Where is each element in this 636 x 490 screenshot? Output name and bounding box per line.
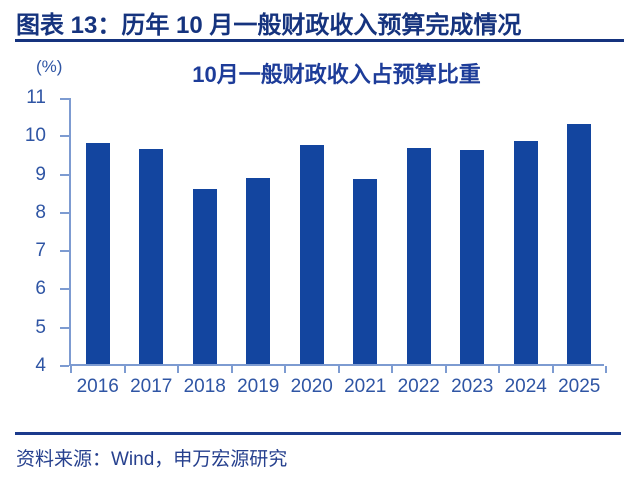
y-tick-8 <box>60 211 69 214</box>
figure-title: 图表 13：历年 10 月一般财政收入预算完成情况 <box>16 12 522 39</box>
y-tick-label-6: 6 <box>35 278 46 300</box>
y-tick-label-8: 8 <box>35 201 46 223</box>
bar-2025 <box>567 123 592 364</box>
y-tick-10 <box>60 135 69 138</box>
header-rule <box>15 39 624 42</box>
x-tick-8 <box>498 366 500 373</box>
x-axis-label-2020: 2020 <box>290 376 333 397</box>
x-axis-label-2016: 2016 <box>76 376 119 397</box>
bar-2024 <box>513 141 538 364</box>
y-tick-9 <box>60 173 69 176</box>
x-axis-label-2024: 2024 <box>504 376 547 397</box>
y-tick-label-7: 7 <box>35 240 46 262</box>
bar-2019 <box>246 177 271 364</box>
bar-2020 <box>299 145 324 364</box>
footer-rule <box>15 432 621 435</box>
bar-2023 <box>460 150 485 364</box>
y-axis-unit-label: (%) <box>36 57 63 76</box>
bar-2018 <box>192 189 217 364</box>
y-tick-label-9: 9 <box>35 163 46 185</box>
x-tick-7 <box>444 366 447 373</box>
x-tick-2 <box>177 366 179 373</box>
x-axis-label-2021: 2021 <box>344 376 387 397</box>
x-axis-label-2019: 2019 <box>237 376 280 397</box>
y-tick-label-10: 10 <box>24 125 46 147</box>
y-tick-4 <box>60 365 69 367</box>
y-tick-6 <box>60 288 69 291</box>
bar-2017 <box>139 148 164 364</box>
bar-2022 <box>406 148 431 364</box>
bar-2021 <box>353 178 378 364</box>
source-note: 资料来源：Wind，申万宏源研究 <box>16 449 288 470</box>
y-tick-label-4: 4 <box>35 355 46 376</box>
y-tick-11 <box>60 98 69 100</box>
bar-2016 <box>85 143 110 364</box>
x-axis-label-2023: 2023 <box>451 376 494 397</box>
x-tick-5 <box>337 366 340 373</box>
plot-area: 4 5 6 7 8 9 10 11 2016 2017 2018 2019 2020 2021 2022 20… <box>25 87 607 397</box>
y-tick-label-5: 5 <box>35 316 46 338</box>
x-axis-label-2017: 2017 <box>130 376 173 397</box>
x-tick-9 <box>551 366 554 373</box>
y-tick-7 <box>60 250 69 253</box>
x-axis-label-2018: 2018 <box>183 376 226 397</box>
x-axis-label-2025: 2025 <box>558 376 601 397</box>
y-tick-5 <box>60 326 69 329</box>
x-tick-3 <box>230 366 233 373</box>
x-axis-label-2022: 2022 <box>397 376 440 397</box>
chart-title: 10月一般财政收入占预算比重 <box>192 62 481 87</box>
x-tick-4 <box>284 366 286 373</box>
x-tick-10 <box>605 366 607 373</box>
x-tick-0 <box>70 366 72 373</box>
x-tick-6 <box>391 366 393 373</box>
y-tick-label-11: 11 <box>26 87 46 108</box>
x-tick-1 <box>123 366 126 373</box>
